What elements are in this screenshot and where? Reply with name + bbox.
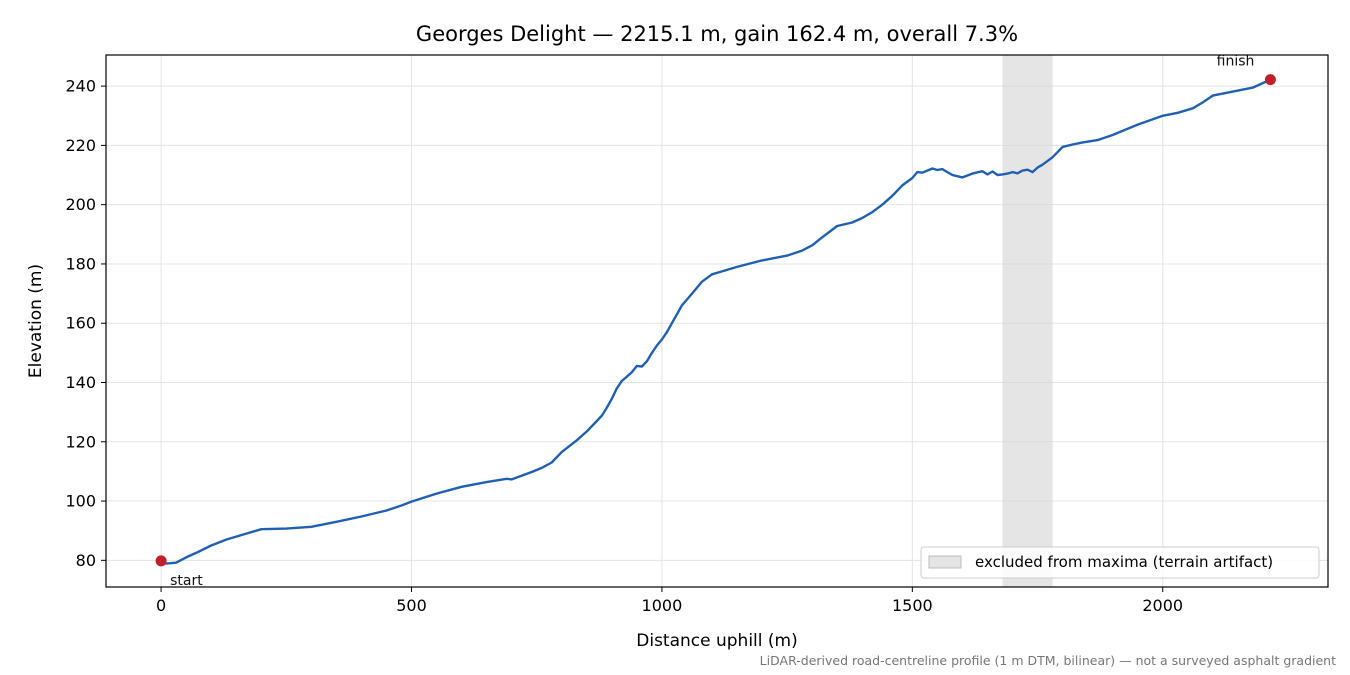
y-tick-label: 200	[65, 195, 96, 214]
y-tick-label: 80	[76, 551, 96, 570]
x-tick-label: 1500	[892, 596, 933, 615]
excluded-band-layer	[1002, 55, 1053, 587]
legend: excluded from maxima (terrain artifact)	[920, 546, 1320, 579]
y-tick-label: 220	[65, 136, 96, 155]
y-tick-label: 140	[65, 373, 96, 392]
x-axis-ticks: 0 500 1000 1500 2000	[156, 587, 1183, 615]
y-tick-label: 160	[65, 314, 96, 333]
grid	[106, 55, 1328, 587]
x-axis-title: Distance uphill (m)	[636, 631, 797, 651]
legend-box	[920, 546, 1320, 579]
y-tick-label: 240	[65, 77, 96, 96]
y-tick-label: 120	[65, 432, 96, 451]
excluded-band	[1002, 55, 1053, 587]
x-tick-label: 2000	[1142, 596, 1183, 615]
elevation-line-layer	[160, 78, 1271, 565]
marker-label-start: start	[170, 573, 203, 589]
elevation-line	[160, 78, 1271, 565]
x-tick-label: 0	[156, 596, 166, 615]
y-tick-label: 100	[65, 492, 96, 511]
marker-start	[155, 555, 167, 567]
y-axis-ticks: 80 100 120 140 160 180 200 220 240	[65, 77, 106, 570]
marker-layer: start finish	[155, 54, 1276, 589]
footnote: LiDAR-derived road-centreline profile (1…	[760, 653, 1336, 668]
marker-label-finish: finish	[1217, 54, 1255, 70]
legend-swatch	[928, 555, 962, 569]
marker-finish	[1264, 74, 1276, 86]
x-tick-label: 500	[396, 596, 427, 615]
legend-entry-excluded: excluded from maxima (terrain artifact)	[975, 553, 1273, 571]
x-tick-label: 1000	[642, 596, 683, 615]
y-tick-label: 180	[65, 254, 96, 273]
y-axis-title: Elevation (m)	[26, 264, 46, 378]
chart-title: Georges Delight — 2215.1 m, gain 162.4 m…	[416, 22, 1018, 46]
plot-frame	[105, 54, 1329, 588]
